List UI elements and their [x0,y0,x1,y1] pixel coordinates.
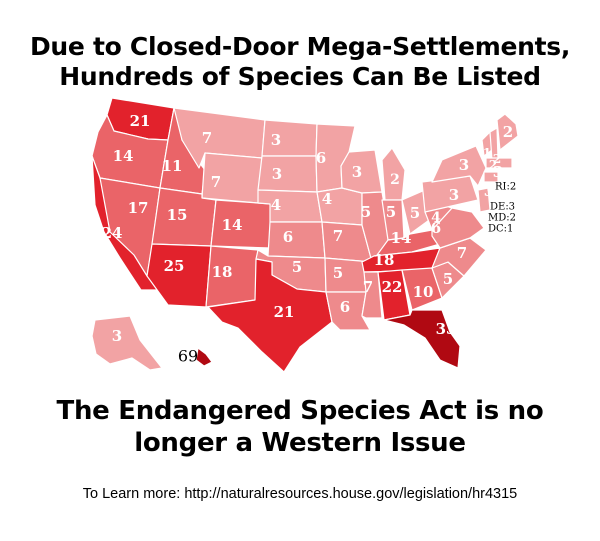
state-nj [477,187,491,213]
state-count-az: 25 [164,257,185,275]
states-layer [91,97,519,373]
state-count-ia: 4 [322,190,332,208]
state-count-wv: 4 [431,210,441,226]
learn-more-text: To Learn more: http://naturalresources.h… [82,486,518,502]
state-ny [431,145,487,187]
state-count-ak: 3 [112,327,122,345]
state-count-mi: 2 [390,172,400,188]
state-count-nv: 17 [128,199,149,217]
state-az [146,243,212,308]
state-count-al: 22 [382,278,403,296]
state-me [496,113,519,151]
state-count-ar: 5 [333,264,343,282]
state-count-il: 5 [361,203,371,221]
state-count-ut: 15 [167,206,188,224]
state-ak [91,315,163,371]
state-hi [195,347,213,367]
subtitle-line-1: The Endangered Species Act is no [56,396,544,426]
state-count-ca: 24 [102,224,123,242]
small-state-label-de: DE:3 [490,202,515,213]
state-count-sc: 5 [443,270,453,288]
state-count-hi: 69 [178,347,198,366]
state-count-ok: 5 [292,258,302,276]
state-count-ms: 7 [363,278,373,296]
state-count-wy: 7 [211,173,221,191]
state-count-la: 6 [340,298,350,316]
state-ms [361,271,383,319]
state-count-or: 14 [113,147,134,165]
state-ks [267,221,326,259]
state-count-ct: 3 [493,163,503,181]
state-count-ga: 10 [413,283,434,301]
state-count-in: 5 [386,203,396,221]
state-count-nj: 3 [484,182,494,200]
state-count-sd: 3 [272,165,282,183]
small-state-label-ri: RI:2 [495,182,516,193]
title-line-2: Hundreds of Species Can Be Listed [59,62,541,91]
small-state-label-md: MD:2 [488,213,516,224]
state-count-id: 11 [162,157,183,175]
state-count-oh: 5 [410,204,420,222]
state-count-co: 14 [222,216,243,234]
state-count-nc: 7 [457,244,467,262]
state-count-nm: 18 [212,263,233,281]
title-line-1: Due to Closed-Door Mega-Settlements, [29,32,571,61]
state-count-ks: 6 [283,228,293,246]
state-sd [257,155,318,193]
state-count-va: 6 [431,219,441,237]
state-mi [381,147,406,201]
state-count-ny: 3 [459,156,469,174]
state-count-fl: 33 [436,320,457,338]
state-ct [483,171,499,183]
state-va [431,207,485,249]
state-fl [383,309,461,369]
state-count-wa: 21 [130,112,151,130]
state-count-ky: 14 [391,229,412,247]
state-count-mo: 7 [333,227,343,245]
state-count-ma: 2 [493,152,501,166]
state-count-wi: 3 [352,163,362,181]
state-count-nh: 2 [489,158,497,172]
state-tx [207,258,333,373]
state-count-me: 2 [503,123,513,141]
state-count-tx: 21 [274,303,295,321]
state-count-nd: 3 [271,131,281,149]
state-ma [485,157,513,169]
subtitle-line-2: longer a Western Issue [134,428,466,458]
small-state-label-dc: DC:1 [488,224,513,235]
state-count-ne: 4 [271,196,281,214]
state-count-mt: 7 [202,129,212,147]
state-count-pa: 3 [449,186,459,204]
state-count-vt: 1 [483,146,491,160]
state-count-tn: 18 [374,251,395,269]
state-count-mn: 6 [316,149,326,167]
